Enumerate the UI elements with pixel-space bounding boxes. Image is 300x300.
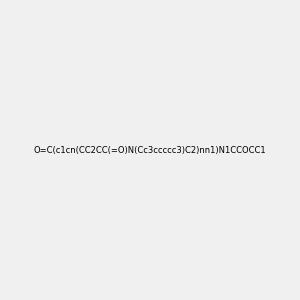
Text: O=C(c1cn(CC2CC(=O)N(Cc3ccccc3)C2)nn1)N1CCOCC1: O=C(c1cn(CC2CC(=O)N(Cc3ccccc3)C2)nn1)N1C… (34, 146, 266, 154)
